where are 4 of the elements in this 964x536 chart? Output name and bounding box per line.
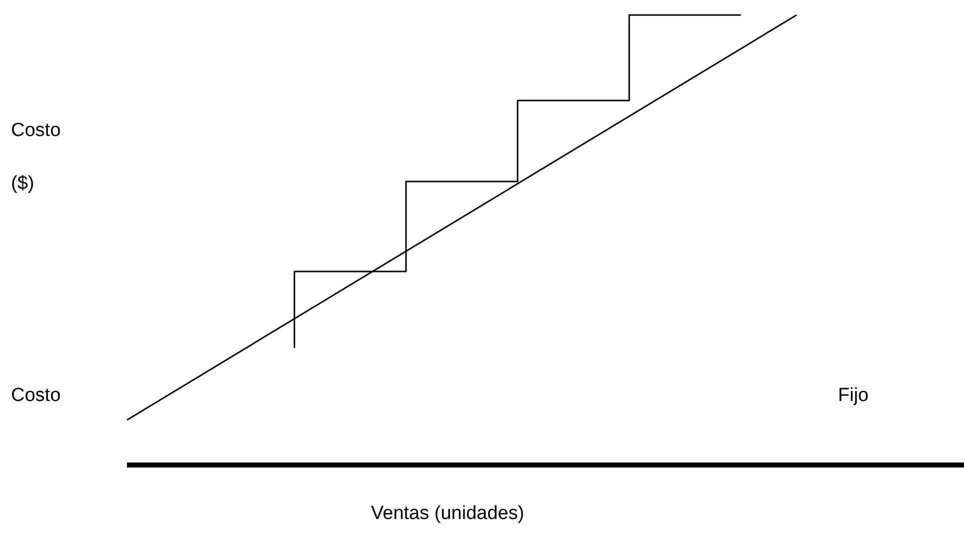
annotation: Fijo [838, 385, 869, 407]
text: Costo [11, 385, 61, 407]
x-axis-title: Ventas (unidades) [371, 503, 524, 525]
text: Costo ($) [11, 120, 61, 194]
